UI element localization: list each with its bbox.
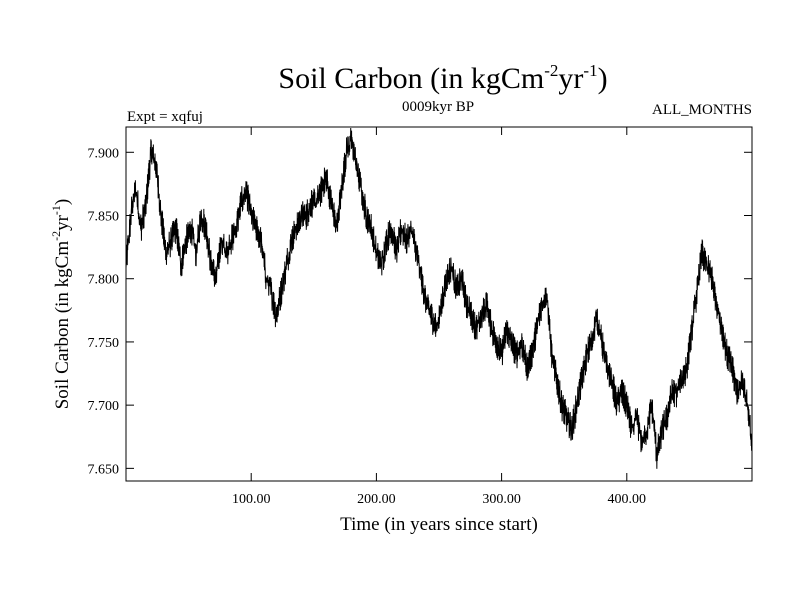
ylabel-end: ) — [52, 199, 73, 205]
title-main: Soil Carbon (in kgCm — [278, 62, 544, 95]
y-tick-label: 7.700 — [88, 399, 120, 414]
x-tick-label: 300.00 — [482, 492, 521, 507]
y-tick-label: 7.650 — [88, 462, 120, 477]
subtitle-right: ALL_MONTHS — [652, 102, 752, 118]
y-tick-label: 7.850 — [88, 210, 120, 225]
title-sup-2: -1 — [583, 61, 597, 80]
subtitle-left: Expt = xqfuj — [127, 109, 203, 125]
y-tick-label: 7.750 — [88, 336, 120, 351]
title-end: ) — [598, 62, 608, 95]
x-tick-label: 100.00 — [232, 492, 271, 507]
ylabel-sup-1: -2 — [49, 231, 63, 241]
y-tick-label: 7.900 — [88, 146, 120, 161]
series-line — [125, 127, 753, 469]
title-mid: yr — [558, 62, 583, 95]
ylabel-main: Soil Carbon (in kgCm — [52, 241, 73, 410]
y-axis-label: Soil Carbon (in kgCm-2yr-1) — [49, 199, 73, 410]
y-tick-label: 7.800 — [88, 273, 120, 288]
y-axis: 7.650 7.700 7.750 7.800 7.850 7.900 — [88, 146, 752, 477]
plot-frame — [125, 126, 753, 482]
x-tick-label: 200.00 — [357, 492, 396, 507]
ylabel-sup-2: -1 — [49, 205, 63, 215]
chart-title: Soil Carbon (in kgCm-2yr-1) — [278, 61, 607, 95]
x-axis-label: Time (in years since start) — [340, 514, 538, 535]
x-tick-label: 400.00 — [608, 492, 647, 507]
x-axis: 100.00 200.00 300.00 400.00 — [232, 127, 646, 507]
ylabel-mid: yr — [52, 214, 73, 231]
subtitle-center: 0009kyr BP — [402, 99, 474, 115]
title-sup-1: -2 — [544, 61, 558, 80]
